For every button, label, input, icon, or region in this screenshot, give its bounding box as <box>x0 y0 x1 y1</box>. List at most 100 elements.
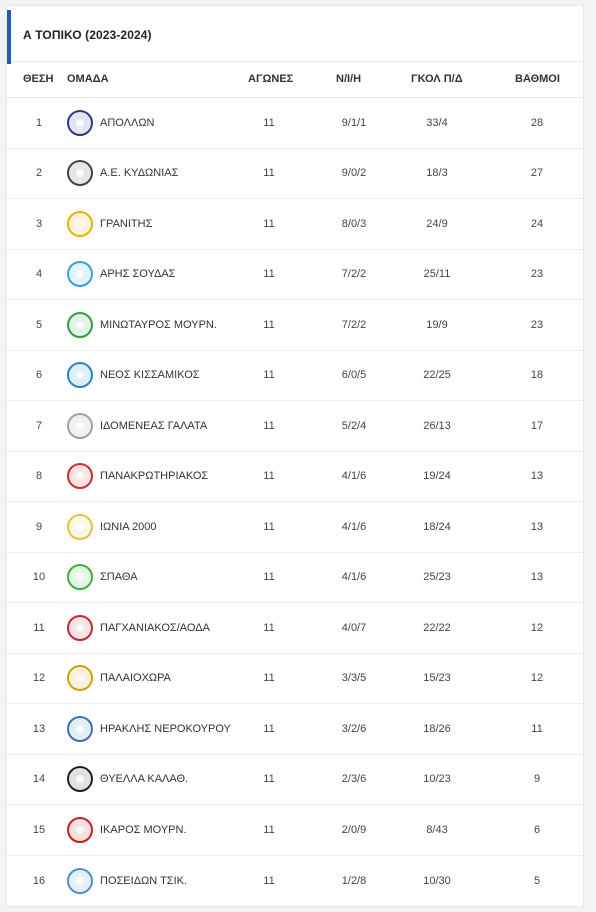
row-team[interactable]: ΠΟΣΕΙΔΩΝ ΤΣΙΚ. <box>67 856 237 907</box>
team-name[interactable]: ΙΚΑΡΟΣ ΜΟΥΡΝ. <box>100 823 187 836</box>
row-points: 18 <box>530 369 544 382</box>
row-wdl: 3/2/6 <box>341 722 367 735</box>
row-team[interactable]: ΠΑΝΑΚΡΩΤΗΡΙΑΚΟΣ <box>67 452 237 502</box>
apollon-crest-icon <box>67 109 93 136</box>
row-games: 11 <box>263 318 275 331</box>
row-position: 9 <box>35 520 43 533</box>
row-wdl: 4/1/6 <box>341 470 367 483</box>
table-row[interactable]: 12 ΠΑΛΑΙΟΧΩΡΑ 11 3/3/5 15/23 12 <box>7 654 583 704</box>
row-games: 11 <box>263 217 275 230</box>
table-row[interactable]: 8 ΠΑΝΑΚΡΩΤΗΡΙΑΚΟΣ 11 4/1/6 19/24 13 <box>7 452 583 502</box>
row-goals: 10/23 <box>423 773 451 786</box>
team-name[interactable]: ΙΔΟΜΕΝΕΑΣ ΓΑΛΑΤΑ <box>100 419 208 432</box>
row-team[interactable]: ΗΡΑΚΛΗΣ ΝΕΡΟΚΟΥΡΟΥ <box>67 704 237 754</box>
row-team[interactable]: ΓΡΑΝΙΤΗΣ <box>67 199 237 249</box>
standings-title: Α ΤΟΠΙΚΟ (2023-2024) <box>23 28 152 42</box>
team-name[interactable]: ΠΑΝΑΚΡΩΤΗΡΙΑΚΟΣ <box>100 470 209 483</box>
row-points: 24 <box>530 217 544 230</box>
row-games: 11 <box>263 116 275 129</box>
row-points: 28 <box>530 116 544 129</box>
title-accent-bar <box>7 10 11 64</box>
header-games: ΑΓΩΝΕΣ <box>248 73 294 85</box>
row-team[interactable]: ΠΑΛΑΙΟΧΩΡΑ <box>67 654 237 704</box>
table-row[interactable]: 3 ΓΡΑΝΙΤΗΣ 11 8/0/3 24/9 24 <box>7 199 583 250</box>
team-name[interactable]: ΜΙΝΩΤΑΥΡΟΣ ΜΟΥΡΝ. <box>100 318 217 331</box>
table-row[interactable]: 15 ΙΚΑΡΟΣ ΜΟΥΡΝ. 11 2/0/9 8/43 6 <box>7 805 583 856</box>
row-team[interactable]: ΣΠΑΘΑ <box>67 553 237 603</box>
team-name[interactable]: ΠΟΣΕΙΔΩΝ ΤΣΙΚ. <box>100 874 188 887</box>
row-wdl: 2/3/6 <box>341 773 367 786</box>
row-position: 3 <box>35 217 43 230</box>
row-points: 13 <box>530 571 544 584</box>
row-wdl: 6/0/5 <box>341 369 367 382</box>
row-team[interactable]: ΠΑΓΧΑΝΙΑΚΟΣ/ΑΟΔΑ <box>67 603 237 653</box>
team-name[interactable]: ΓΡΑΝΙΤΗΣ <box>100 217 153 230</box>
table-row[interactable]: 5 ΜΙΝΩΤΑΥΡΟΣ ΜΟΥΡΝ. 11 7/2/2 19/9 23 <box>7 300 583 351</box>
standings-card: Α ΤΟΠΙΚΟ (2023-2024) ΘΕΣΗ ΟΜΑΔΑ ΑΓΩΝΕΣ Ν… <box>6 5 584 907</box>
row-position: 14 <box>32 773 46 786</box>
table-row[interactable]: 2 Α.Ε. ΚΥΔΩΝΙΑΣ 11 9/0/2 18/3 27 <box>7 149 583 199</box>
team-name[interactable]: ΗΡΑΚΛΗΣ ΝΕΡΟΚΟΥΡΟΥ <box>100 722 231 735</box>
row-wdl: 7/2/2 <box>341 318 367 331</box>
row-wdl: 8/0/3 <box>341 217 367 230</box>
row-wdl: 9/1/1 <box>341 116 367 129</box>
row-wdl: 4/0/7 <box>341 621 367 634</box>
team-name[interactable]: ΙΩΝΙΑ 2000 <box>100 520 157 533</box>
row-wdl: 9/0/2 <box>341 167 367 180</box>
row-position: 13 <box>32 722 46 735</box>
row-points: 13 <box>530 470 544 483</box>
row-wdl: 5/2/4 <box>341 419 367 432</box>
header-goals: ΓΚΟΛ Π/Δ <box>411 73 463 85</box>
team-name[interactable]: ΑΡΗΣ ΣΟΥΔΑΣ <box>100 268 176 281</box>
row-position: 4 <box>35 268 43 281</box>
team-name[interactable]: ΑΠΟΛΛΩΝ <box>100 116 155 129</box>
table-row[interactable]: 1 ΑΠΟΛΛΩΝ 11 9/1/1 33/4 28 <box>7 98 583 149</box>
palaiochora-crest-icon <box>67 665 93 692</box>
team-name[interactable]: ΝΕΟΣ ΚΙΣΣΑΜΙΚΟΣ <box>100 369 200 382</box>
table-row[interactable]: 9 ΙΩΝΙΑ 2000 11 4/1/6 18/24 13 <box>7 502 583 553</box>
row-team[interactable]: ΑΡΗΣ ΣΟΥΔΑΣ <box>67 250 237 300</box>
team-name[interactable]: ΘΥΕΛΛΑ ΚΑΛΑΘ. <box>100 773 189 786</box>
row-games: 11 <box>263 470 275 483</box>
table-row[interactable]: 16 ΠΟΣΕΙΔΩΝ ΤΣΙΚ. 11 1/2/8 10/30 5 <box>7 856 583 907</box>
row-points: 11 <box>531 722 543 735</box>
row-team[interactable]: ΘΥΕΛΛΑ ΚΑΛΑΘ. <box>67 755 237 805</box>
table-row[interactable]: 10 ΣΠΑΘΑ 11 4/1/6 25/23 13 <box>7 553 583 603</box>
row-position: 6 <box>35 369 43 382</box>
row-team[interactable]: ΙΩΝΙΑ 2000 <box>67 502 237 552</box>
header-wdl: Ν/Ι/Η <box>336 73 362 85</box>
table-row[interactable]: 4 ΑΡΗΣ ΣΟΥΔΑΣ 11 7/2/2 25/11 23 <box>7 250 583 300</box>
team-name[interactable]: ΣΠΑΘΑ <box>100 571 138 584</box>
row-games: 11 <box>263 823 275 836</box>
standings-header: Α ΤΟΠΙΚΟ (2023-2024) <box>7 6 583 64</box>
row-wdl: 4/1/6 <box>341 571 367 584</box>
table-row[interactable]: 6 ΝΕΟΣ ΚΙΣΣΑΜΙΚΟΣ 11 6/0/5 22/25 18 <box>7 351 583 401</box>
team-name[interactable]: ΠΑΓΧΑΝΙΑΚΟΣ/ΑΟΔΑ <box>100 621 210 634</box>
row-team[interactable]: ΙΚΑΡΟΣ ΜΟΥΡΝ. <box>67 805 237 855</box>
header-position: ΘΕΣΗ <box>23 73 54 85</box>
row-points: 27 <box>530 167 544 180</box>
row-games: 11 <box>263 167 275 180</box>
table-row[interactable]: 14 ΘΥΕΛΛΑ ΚΑΛΑΘ. 11 2/3/6 10/23 9 <box>7 755 583 805</box>
table-row[interactable]: 11 ΠΑΓΧΑΝΙΑΚΟΣ/ΑΟΔΑ 11 4/0/7 22/22 12 <box>7 603 583 654</box>
table-header-row: ΘΕΣΗ ΟΜΑΔΑ ΑΓΩΝΕΣ Ν/Ι/Η ΓΚΟΛ Π/Δ ΒΑΘΜΟΙ <box>7 62 583 98</box>
team-name[interactable]: ΠΑΛΑΙΟΧΩΡΑ <box>100 672 171 685</box>
row-points: 23 <box>530 318 544 331</box>
row-team[interactable]: ΑΠΟΛΛΩΝ <box>67 98 237 148</box>
row-team[interactable]: Α.Ε. ΚΥΔΩΝΙΑΣ <box>67 149 237 199</box>
row-wdl: 1/2/8 <box>341 874 367 887</box>
row-goals: 18/3 <box>426 167 448 180</box>
row-position: 10 <box>32 571 46 584</box>
row-team[interactable]: ΙΔΟΜΕΝΕΑΣ ΓΑΛΑΤΑ <box>67 401 237 451</box>
idomeneas-crest-icon <box>67 412 93 439</box>
row-points: 12 <box>530 672 544 685</box>
team-name[interactable]: Α.Ε. ΚΥΔΩΝΙΑΣ <box>100 167 179 180</box>
granitis-crest-icon <box>67 210 93 237</box>
row-team[interactable]: ΜΙΝΩΤΑΥΡΟΣ ΜΟΥΡΝ. <box>67 300 237 350</box>
table-row[interactable]: 13 ΗΡΑΚΛΗΣ ΝΕΡΟΚΟΥΡΟΥ 11 3/2/6 18/26 11 <box>7 704 583 755</box>
table-row[interactable]: 7 ΙΔΟΜΕΝΕΑΣ ΓΑΛΑΤΑ 11 5/2/4 26/13 17 <box>7 401 583 452</box>
row-points: 12 <box>530 621 544 634</box>
row-position: 11 <box>33 621 45 634</box>
minotavros-crest-icon <box>67 311 93 338</box>
row-team[interactable]: ΝΕΟΣ ΚΙΣΣΑΜΙΚΟΣ <box>67 351 237 401</box>
